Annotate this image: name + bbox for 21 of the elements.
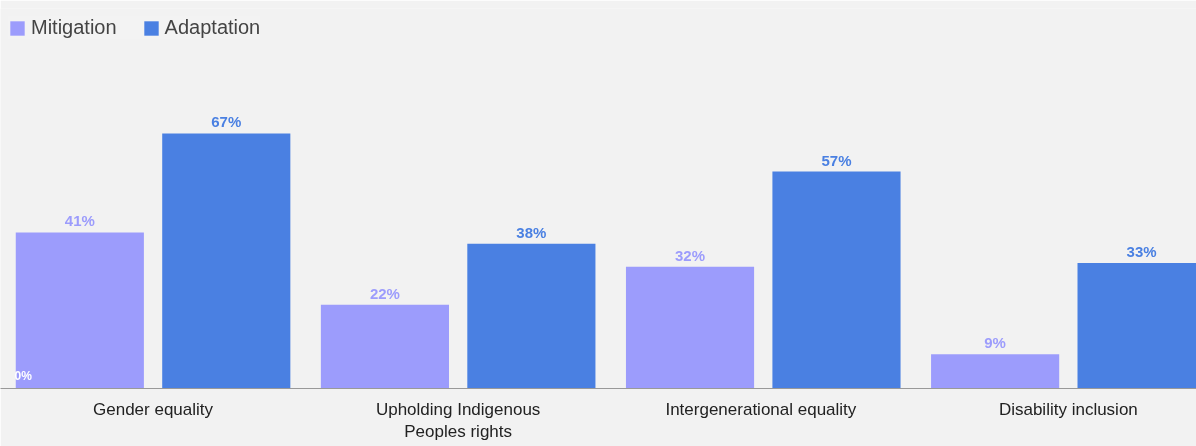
data-label: 22% (369, 284, 400, 302)
data-label: 41% (64, 212, 95, 230)
data-label: 67% (211, 113, 242, 131)
bar (931, 354, 1060, 389)
x-tick-label: Upholding Indigenous Peoples rights (375, 399, 541, 442)
data-label: 38% (516, 223, 547, 241)
legend-label: Mitigation (31, 16, 117, 39)
bar (467, 243, 596, 389)
legend-label: Adaptation (164, 16, 261, 39)
x-tick-label: Gender equality (93, 399, 214, 419)
bar (625, 266, 755, 389)
data-label: 32% (675, 246, 706, 264)
data-label: 33% (1126, 242, 1157, 260)
bar (162, 133, 291, 389)
bar (15, 232, 144, 389)
data-label: 57% (821, 151, 852, 169)
data-label: 9% (984, 334, 1006, 352)
x-tick-label: Intergenerational equality (665, 399, 857, 419)
bar (772, 171, 901, 389)
x-tick-label: Disability inclusion (998, 399, 1138, 419)
bar (320, 304, 449, 389)
